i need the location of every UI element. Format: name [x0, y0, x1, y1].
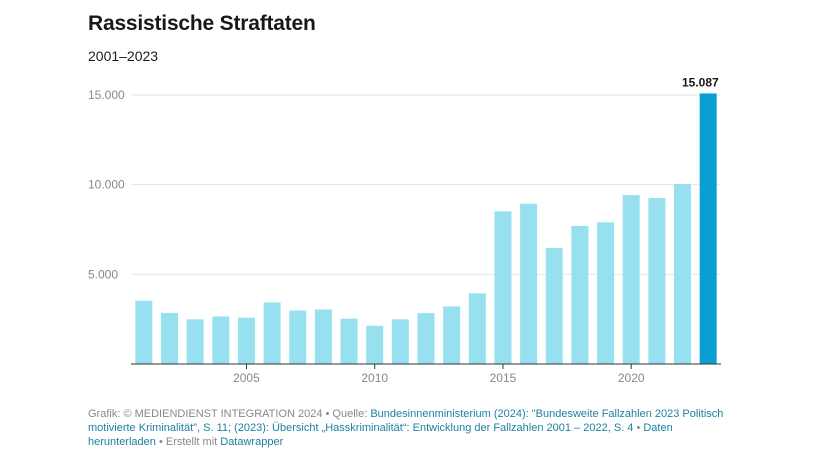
x-tick-label: 2010	[361, 371, 388, 385]
download-data-link[interactable]: Daten herunterladen	[88, 422, 673, 448]
bar-2009	[340, 318, 358, 364]
x-tick-label: 2015	[490, 371, 517, 385]
bar-2020	[622, 195, 640, 364]
chart-title: Rassistische Straftaten	[88, 12, 316, 35]
bar-2015	[494, 211, 512, 364]
bar-2010	[366, 325, 384, 364]
bar-2018	[571, 225, 589, 364]
bar-chart: 5.000 10.000 15.000 2005 2010 2015 2020 15.08…	[88, 75, 721, 385]
footer-separator: •	[633, 422, 644, 434]
y-axis-ticks: 5.000 10.000 15.000	[88, 88, 125, 281]
x-tick-label: 2005	[233, 371, 260, 385]
chart-subtitle: 2001–2023	[88, 48, 159, 64]
bar-2013	[443, 306, 461, 364]
y-tick-label: 10.000	[88, 178, 125, 192]
bar-2001	[135, 300, 153, 364]
bars	[135, 93, 717, 365]
datawrapper-link[interactable]: Datawrapper	[220, 436, 284, 448]
grid-lines	[131, 94, 721, 275]
x-axis-ticks: 2005 2010 2015 2020	[233, 364, 645, 385]
bar-2004	[212, 316, 230, 364]
x-tick-label: 2020	[618, 371, 645, 385]
bar-2008	[314, 309, 332, 364]
y-tick-label: 5.000	[88, 267, 118, 281]
bar-2022	[674, 183, 692, 364]
y-tick-label: 15.000	[88, 88, 125, 102]
bar-2007	[289, 310, 307, 364]
bar-2014	[468, 293, 486, 364]
bar-2011	[391, 319, 409, 364]
source-link[interactable]: Bundesinnenministerium (2024): "Bundeswe…	[88, 408, 724, 434]
bar-2017	[545, 247, 563, 364]
bar-2005	[237, 317, 255, 364]
bar-2002	[160, 312, 178, 364]
bar-2016	[520, 203, 538, 364]
bar-2003	[186, 319, 204, 364]
bar-2006	[263, 302, 281, 364]
bar-2021	[648, 198, 666, 364]
bar-2019	[597, 222, 615, 364]
footer-credit: Grafik: © MEDIENDIENST INTEGRATION 2024 …	[88, 408, 371, 420]
bar-2023	[699, 93, 717, 365]
chart-footer: Grafik: © MEDIENDIENST INTEGRATION 2024 …	[88, 407, 738, 449]
data-label-2023: 15.087	[682, 75, 719, 89]
bar-2012	[417, 313, 435, 364]
footer-made-with: • Erstellt mit	[155, 436, 221, 448]
